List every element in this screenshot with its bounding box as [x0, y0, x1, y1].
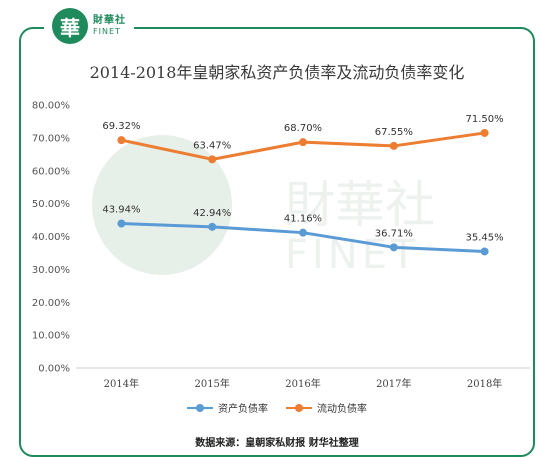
data-label: 41.16%: [284, 214, 322, 225]
y-tick-label: 70.00%: [32, 133, 70, 144]
brand-logo: 華 財華社 FINET: [44, 6, 134, 46]
x-tick-label: 2017年: [376, 377, 411, 390]
data-point: [480, 247, 489, 256]
legend-label-series-2: 流动负债率: [317, 404, 367, 415]
brand-name-en: FINET: [93, 27, 121, 36]
x-tick-label: 2018年: [467, 377, 502, 390]
brand-name-cn: 財華社: [93, 15, 126, 26]
data-label: 43.94%: [102, 205, 140, 216]
data-label: 63.47%: [193, 140, 231, 151]
y-axis-ticks: 0.00% 10.00% 20.00% 30.00% 40.00% 50.00% 60.00…: [32, 101, 70, 375]
legend-item-series-1: 资产负债率: [187, 400, 268, 415]
data-label: 71.50%: [466, 114, 504, 125]
series-2: 69.32% 63.47% 68.70% 67.55% 71.50%: [102, 114, 504, 164]
series-layer: 43.94% 42.94% 41.16% 36.71% 35.45% 69.32% 63.4…: [102, 114, 504, 256]
legend-swatch-series-2: [286, 403, 312, 413]
watermark-logo-icon: [92, 135, 232, 275]
y-tick-label: 20.00%: [32, 298, 70, 309]
data-label: 35.45%: [466, 232, 504, 243]
brand-logo-text: 財華社 FINET: [93, 16, 126, 36]
data-label: 69.32%: [102, 121, 140, 132]
data-point: [299, 138, 307, 147]
data-point: [389, 243, 398, 252]
data-point: [299, 228, 307, 237]
chart-legend: 资产负债率 流动负债率: [0, 400, 554, 415]
x-tick-label: 2015年: [194, 377, 229, 390]
legend-swatch-series-1: [187, 403, 213, 413]
chart-title: 2014-2018年皇朝家私资产负债率及流动负债率变化: [89, 63, 465, 82]
y-tick-label: 30.00%: [32, 265, 70, 276]
legend-item-series-2: 流动负债率: [286, 400, 367, 415]
y-tick-label: 0.00%: [38, 364, 70, 375]
y-tick-label: 60.00%: [32, 166, 70, 177]
legend-marker-series-1: [196, 403, 204, 412]
y-tick-label: 80.00%: [32, 101, 70, 112]
x-tick-label: 2014年: [104, 377, 139, 390]
x-tick-label: 2016年: [285, 377, 320, 390]
brand-logo-icon: 華: [52, 8, 88, 44]
x-axis-ticks: 2014年 2015年 2016年 2017年 2018年: [104, 377, 503, 390]
source-note: 数据来源：皇朝家私财报 财华社整理: [195, 438, 359, 449]
data-label: 68.70%: [284, 123, 322, 134]
watermark-brand-cn: 財華社: [285, 176, 435, 234]
y-tick-label: 40.00%: [32, 232, 70, 243]
legend-label-series-1: 资产负债率: [218, 404, 268, 415]
data-point: [480, 128, 489, 137]
data-label: 42.94%: [193, 208, 231, 219]
data-point: [208, 155, 217, 164]
data-point: [117, 136, 126, 145]
legend-marker-series-2: [295, 403, 303, 412]
y-tick-label: 50.00%: [32, 199, 70, 210]
data-label: 36.71%: [375, 228, 413, 239]
data-label: 67.55%: [375, 127, 413, 138]
series-1: 43.94% 42.94% 41.16% 36.71% 35.45%: [102, 205, 504, 256]
data-point: [389, 141, 398, 150]
y-tick-label: 10.00%: [32, 331, 70, 342]
data-point: [117, 219, 126, 228]
data-point: [208, 222, 217, 231]
